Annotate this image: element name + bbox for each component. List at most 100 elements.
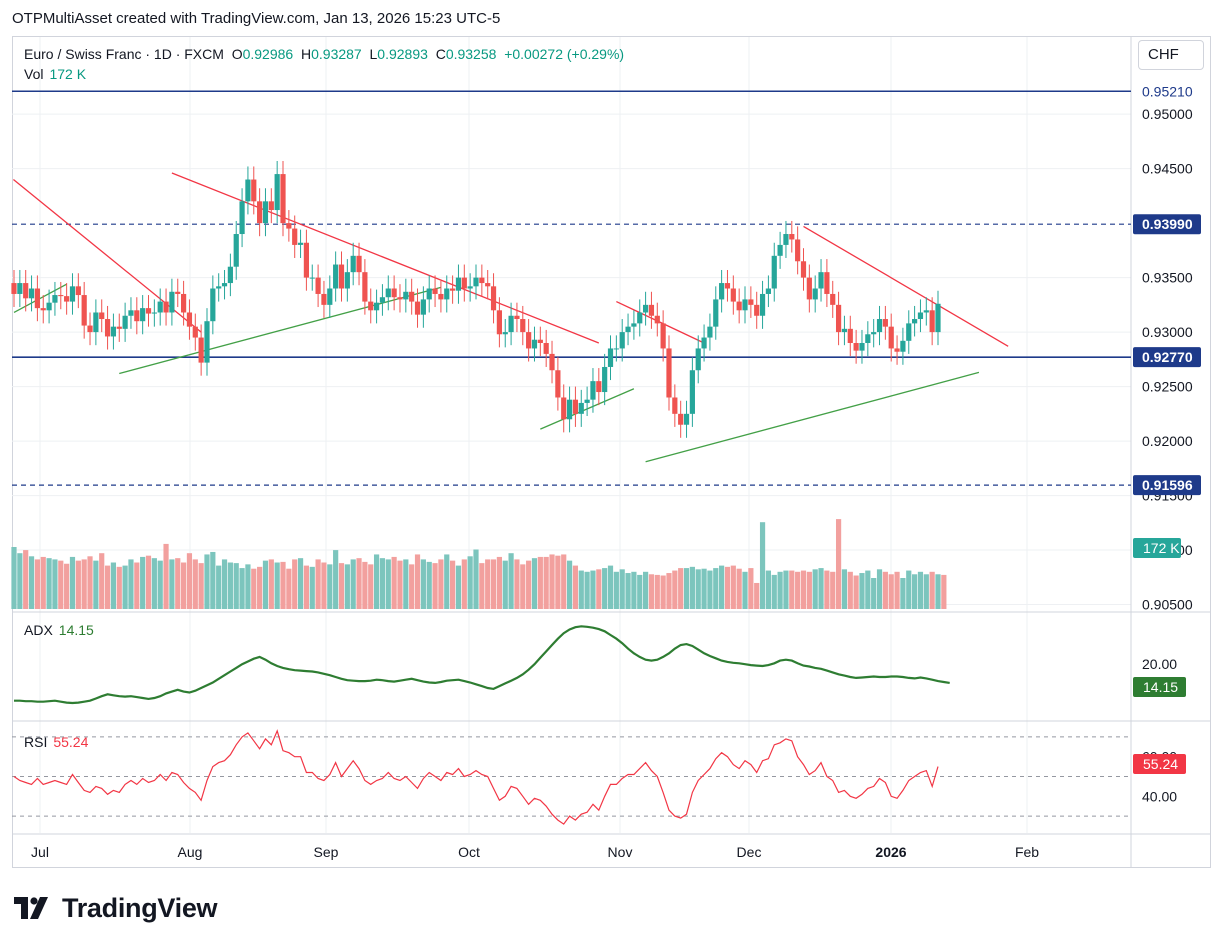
- volume-bar: [397, 560, 403, 609]
- candle-body: [496, 310, 502, 335]
- x-tick-label: 2026: [875, 844, 906, 860]
- candle: [262, 188, 269, 237]
- tradingview-logo[interactable]: TradingView: [14, 892, 218, 924]
- candle-body: [666, 348, 672, 398]
- candle-body: [561, 397, 567, 420]
- candle-body: [835, 304, 842, 333]
- adx-tick-label: 20.00: [1142, 656, 1177, 672]
- volume-bar: [99, 553, 105, 609]
- volume-bar: [140, 556, 146, 609]
- price-badge: [1133, 214, 1201, 235]
- candle-body: [432, 288, 438, 294]
- volume-bar: [561, 554, 567, 609]
- candle-body: [707, 326, 713, 338]
- candle: [783, 220, 789, 258]
- candle-body: [58, 295, 64, 297]
- volume-bar: [23, 550, 29, 609]
- candle-body: [935, 303, 941, 333]
- volume-bar: [806, 571, 812, 609]
- adx-label: ADX: [24, 622, 53, 638]
- volume-bar: [257, 566, 263, 609]
- candle: [280, 161, 286, 237]
- volume-bar: [251, 568, 257, 609]
- candle-body: [859, 343, 865, 351]
- volume-bar: [917, 571, 924, 609]
- candle: [432, 275, 438, 308]
- volume-bar: [894, 571, 900, 609]
- candle-body: [695, 348, 701, 371]
- candle: [110, 313, 117, 350]
- candle-body: [882, 319, 888, 327]
- candle-body: [81, 295, 87, 326]
- volume-bar: [613, 571, 619, 609]
- candle-body: [619, 332, 625, 349]
- candle: [186, 299, 193, 340]
- candle: [104, 305, 111, 350]
- candle: [274, 161, 280, 224]
- candle-body: [473, 277, 479, 287]
- trendline-down: [803, 225, 1009, 347]
- candle-body: [303, 242, 310, 278]
- volume-bar: [391, 556, 397, 609]
- y-tick-label: 0.93500: [1142, 270, 1193, 286]
- volume-bar: [678, 568, 684, 609]
- candle-body: [490, 286, 497, 311]
- candle: [543, 329, 549, 367]
- volume-bar: [865, 570, 871, 609]
- candle: [917, 299, 924, 333]
- adx-legend[interactable]: ADX 14.15: [24, 622, 94, 638]
- rsi-tick-label: 40.00: [1142, 788, 1177, 804]
- candle: [233, 220, 239, 280]
- candle-body: [373, 302, 380, 311]
- volume-legend[interactable]: Vol 172 K: [24, 66, 86, 82]
- candle-body: [736, 301, 742, 311]
- volume-bar: [461, 559, 467, 609]
- candle: [157, 288, 163, 326]
- candle: [660, 310, 666, 362]
- candle: [151, 299, 157, 327]
- volume-bar: [414, 554, 421, 609]
- candle-body: [192, 326, 198, 338]
- adx-line: [14, 625, 950, 705]
- candle-body: [818, 272, 824, 289]
- candle-body: [906, 323, 912, 341]
- volume-bar: [280, 561, 286, 609]
- candle: [52, 281, 58, 316]
- candle-body: [800, 261, 807, 278]
- candle: [99, 299, 105, 333]
- close-label: C: [435, 46, 446, 62]
- volume-bar: [666, 573, 672, 609]
- volume-bar: [724, 566, 731, 609]
- candle: [800, 248, 807, 291]
- volume-bar: [701, 568, 707, 609]
- rsi-legend[interactable]: RSI 55.24: [24, 734, 88, 750]
- volume-bar: [719, 565, 725, 609]
- volume-bar: [455, 565, 462, 609]
- volume-bar: [514, 559, 520, 609]
- candle-body: [596, 381, 602, 393]
- candle: [771, 242, 777, 302]
- candle-body: [391, 288, 397, 298]
- volume-bar: [327, 564, 333, 609]
- candle: [830, 280, 836, 318]
- candle: [678, 400, 684, 438]
- volume-bar: [935, 574, 941, 609]
- candle-body: [701, 337, 707, 349]
- volume-bar: [631, 571, 637, 609]
- candle-body: [654, 315, 660, 324]
- currency-button[interactable]: CHF: [1138, 40, 1204, 70]
- candle: [759, 280, 766, 329]
- volume-bar: [17, 553, 23, 609]
- candle: [882, 305, 888, 340]
- candle: [87, 312, 93, 346]
- open-label: O: [231, 46, 243, 62]
- candle-body: [362, 272, 368, 302]
- candle-body: [344, 272, 350, 289]
- symbol-legend[interactable]: Euro / Swiss Franc · 1D · FXCM O0.92986 …: [24, 46, 624, 62]
- candle: [666, 335, 672, 411]
- volume-bar: [467, 556, 473, 609]
- candle: [69, 273, 76, 315]
- candle-body: [929, 310, 935, 333]
- candle-body: [128, 310, 134, 316]
